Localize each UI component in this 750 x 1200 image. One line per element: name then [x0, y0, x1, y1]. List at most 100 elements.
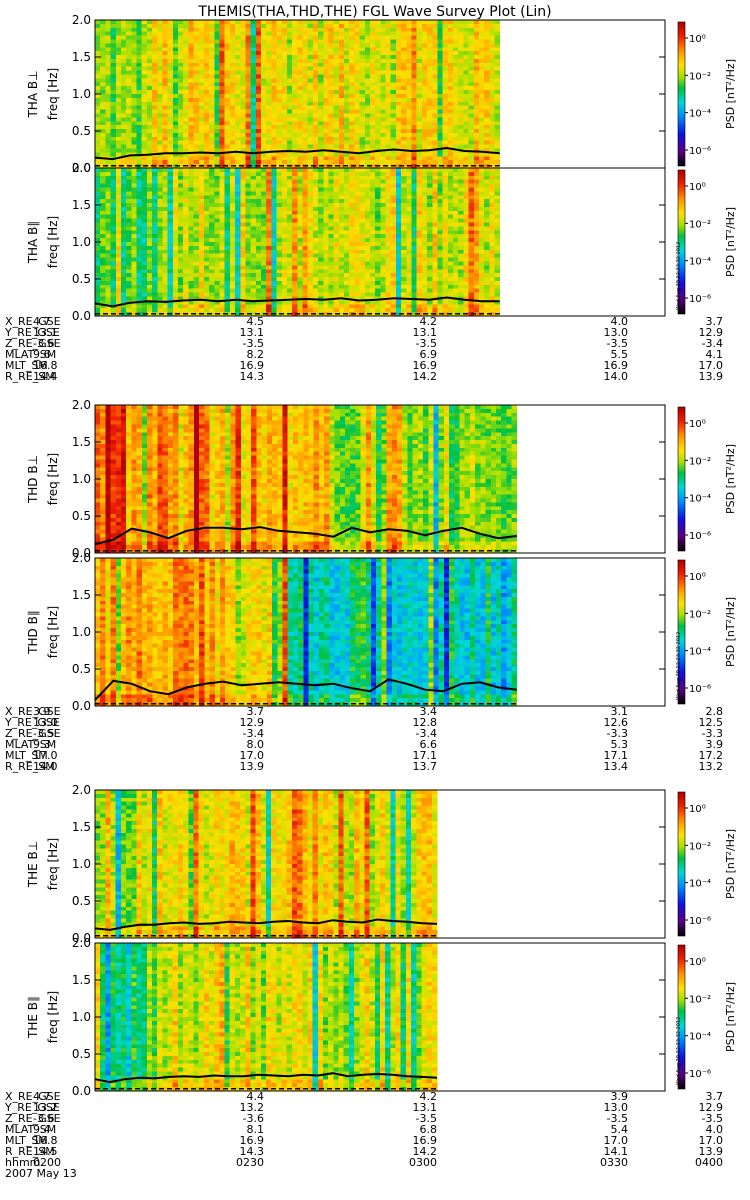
heatmap-cell: [318, 62, 324, 68]
heatmap-cell: [323, 164, 329, 169]
heatmap-cell: [172, 136, 179, 142]
heatmap-cell: [286, 292, 293, 297]
heatmap-cell: [136, 144, 143, 149]
heatmap-cell: [292, 27, 298, 33]
heatmap-cell: [126, 242, 132, 247]
heatmap-cell: [141, 191, 148, 196]
heatmap-cell: [447, 90, 454, 95]
heatmap-cell: [188, 66, 194, 72]
heatmap-cell: [416, 82, 423, 87]
heatmap-cell: [157, 203, 163, 208]
heatmap-cell: [261, 222, 267, 227]
heatmap-cell: [146, 199, 153, 204]
heatmap-cell: [178, 136, 184, 142]
heatmap-cell: [235, 94, 241, 99]
heatmap-cell: [126, 292, 132, 297]
heatmap-cell: [245, 39, 252, 44]
heatmap-cell: [312, 242, 319, 247]
heatmap-cell: [312, 292, 319, 297]
heatmap-cell: [364, 121, 371, 126]
heatmap-cell: [369, 66, 376, 72]
heatmap-cell: [385, 121, 392, 126]
heatmap-cell: [229, 269, 236, 274]
heatmap-cell: [385, 136, 392, 142]
heatmap-cell: [276, 245, 283, 251]
y-tick-label: 1.5: [72, 50, 91, 64]
heatmap-cell: [390, 109, 397, 114]
heatmap-cell: [297, 308, 303, 313]
heatmap-cell: [447, 117, 454, 122]
heatmap-cell: [178, 249, 184, 255]
heatmap-cell: [297, 86, 303, 91]
heatmap-cell: [307, 234, 314, 239]
heatmap-cell: [100, 277, 106, 282]
heatmap-cell: [141, 113, 148, 118]
heatmap-cell: [406, 152, 412, 157]
heatmap-cell: [473, 113, 480, 118]
heatmap-cell: [281, 187, 288, 192]
heatmap-cell: [214, 70, 220, 75]
heatmap-cell: [172, 144, 179, 149]
heatmap-cell: [131, 97, 137, 103]
heatmap-cell: [162, 43, 169, 48]
heatmap-cell: [126, 47, 132, 52]
heatmap-cell: [157, 23, 163, 29]
heatmap-cell: [494, 148, 501, 153]
heatmap-cell: [380, 160, 386, 165]
heatmap-cell: [468, 70, 475, 75]
heatmap-cell: [302, 86, 309, 91]
heatmap-cell: [188, 160, 194, 165]
heatmap-cell: [292, 152, 298, 157]
heatmap-cell: [478, 78, 485, 83]
heatmap-cell: [338, 121, 345, 126]
heatmap-cell: [250, 226, 257, 231]
heatmap-cell: [131, 168, 137, 173]
heatmap-cell: [115, 222, 122, 227]
heatmap-cell: [261, 27, 267, 33]
heatmap-cell: [245, 284, 252, 290]
heatmap-cell: [203, 55, 210, 60]
heatmap-cell: [380, 140, 386, 146]
heatmap-cell: [427, 117, 433, 122]
heatmap-cell: [162, 199, 169, 204]
heatmap-cell: [421, 144, 428, 149]
heatmap-cell: [338, 195, 345, 200]
heatmap-cell: [473, 152, 480, 157]
heatmap-cell: [162, 94, 169, 99]
heatmap-cell: [489, 121, 495, 126]
heatmap-cell: [468, 129, 475, 134]
heatmap-cell: [136, 238, 143, 243]
heatmap-cell: [193, 203, 200, 208]
heatmap-cell: [240, 43, 246, 48]
heatmap-cell: [437, 90, 444, 95]
heatmap-cell: [328, 105, 335, 110]
heatmap-cell: [136, 234, 143, 239]
heatmap-cell: [245, 148, 252, 153]
heatmap-cell: [292, 129, 298, 134]
heatmap-cell: [318, 97, 324, 103]
heatmap-cell: [126, 136, 132, 142]
heatmap-cell: [255, 152, 262, 157]
heatmap-cell: [458, 31, 464, 36]
heatmap-cell: [286, 171, 293, 177]
heatmap-cell: [318, 55, 324, 60]
heatmap-cell: [354, 101, 361, 107]
heatmap-cell: [157, 35, 163, 40]
heatmap-cell: [302, 39, 309, 44]
heatmap-cell: [178, 261, 184, 266]
heatmap-cell: [286, 308, 293, 313]
heatmap-cell: [489, 97, 495, 103]
heatmap-cell: [312, 74, 319, 79]
heatmap-cell: [188, 109, 194, 114]
heatmap-cell: [276, 160, 283, 165]
heatmap-cell: [214, 277, 220, 282]
heatmap-cell: [255, 86, 262, 91]
heatmap-cell: [484, 148, 490, 153]
heatmap-cell: [276, 109, 283, 114]
heatmap-cell: [359, 113, 366, 118]
heatmap-cell: [146, 97, 153, 103]
heatmap-cell: [183, 261, 189, 266]
heatmap-cell: [146, 148, 153, 153]
heatmap-cell: [188, 253, 194, 258]
heatmap-cell: [229, 191, 236, 196]
